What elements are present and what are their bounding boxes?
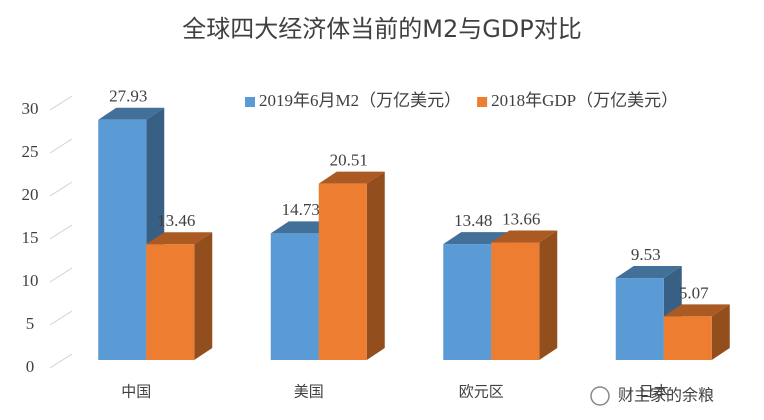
bar-top (443, 232, 510, 245)
grid-line (49, 224, 73, 240)
bar (663, 316, 712, 360)
bar-side (711, 304, 730, 360)
x-tick-label: 欧元区 (459, 383, 504, 401)
y-tick-label: 30 (22, 99, 39, 118)
legend-label: 2019年6月M2（万亿美元） (259, 91, 461, 110)
grid-line (49, 181, 73, 197)
bar (491, 242, 540, 360)
y-tick-label: 10 (22, 271, 39, 290)
bar (318, 183, 367, 360)
bar (270, 233, 319, 360)
bar-side (539, 230, 558, 360)
data-label: 20.51 (330, 151, 368, 170)
bar-side (194, 232, 213, 360)
x-tick-label: 美国 (294, 383, 324, 401)
bar-top (98, 107, 165, 120)
data-label: 13.46 (157, 211, 195, 230)
bar-top (146, 232, 213, 245)
legend-swatch (245, 97, 255, 107)
data-label: 14.73 (282, 200, 320, 219)
data-label: 27.93 (109, 87, 147, 106)
bar-top (318, 171, 385, 184)
legend-swatch (477, 97, 488, 107)
bar (615, 278, 664, 360)
bar-top (491, 230, 558, 243)
watermark-icon (590, 386, 610, 406)
data-label: 13.48 (454, 211, 492, 230)
x-tick-label: 日本 (639, 383, 669, 401)
y-tick-label: 20 (22, 185, 39, 204)
x-tick-label: 中国 (121, 383, 151, 401)
bar-top (663, 304, 730, 317)
grid-line (49, 95, 73, 111)
data-label: 9.53 (631, 245, 661, 264)
grid-line (49, 267, 73, 283)
grid-line (49, 310, 73, 326)
bar-side (366, 171, 385, 360)
chart-title: 全球四大经济体当前的M2与GDP对比 (182, 15, 582, 43)
grid-line (49, 138, 73, 154)
y-tick-label: 0 (26, 357, 35, 376)
grid-line (49, 353, 73, 369)
y-tick-label: 5 (26, 314, 35, 333)
bar (146, 244, 195, 360)
data-label: 5.07 (679, 283, 709, 302)
bar (443, 244, 492, 360)
watermark-text: 财主家的余粮 (618, 386, 714, 405)
bar (98, 119, 147, 360)
watermark: 财主家的余粮 (590, 386, 714, 406)
bar-top (615, 266, 682, 279)
data-label: 13.66 (502, 209, 540, 228)
y-tick-label: 25 (22, 142, 39, 161)
y-tick-label: 15 (22, 228, 39, 247)
legend-label: 2018年GDP（万亿美元） (491, 91, 678, 110)
